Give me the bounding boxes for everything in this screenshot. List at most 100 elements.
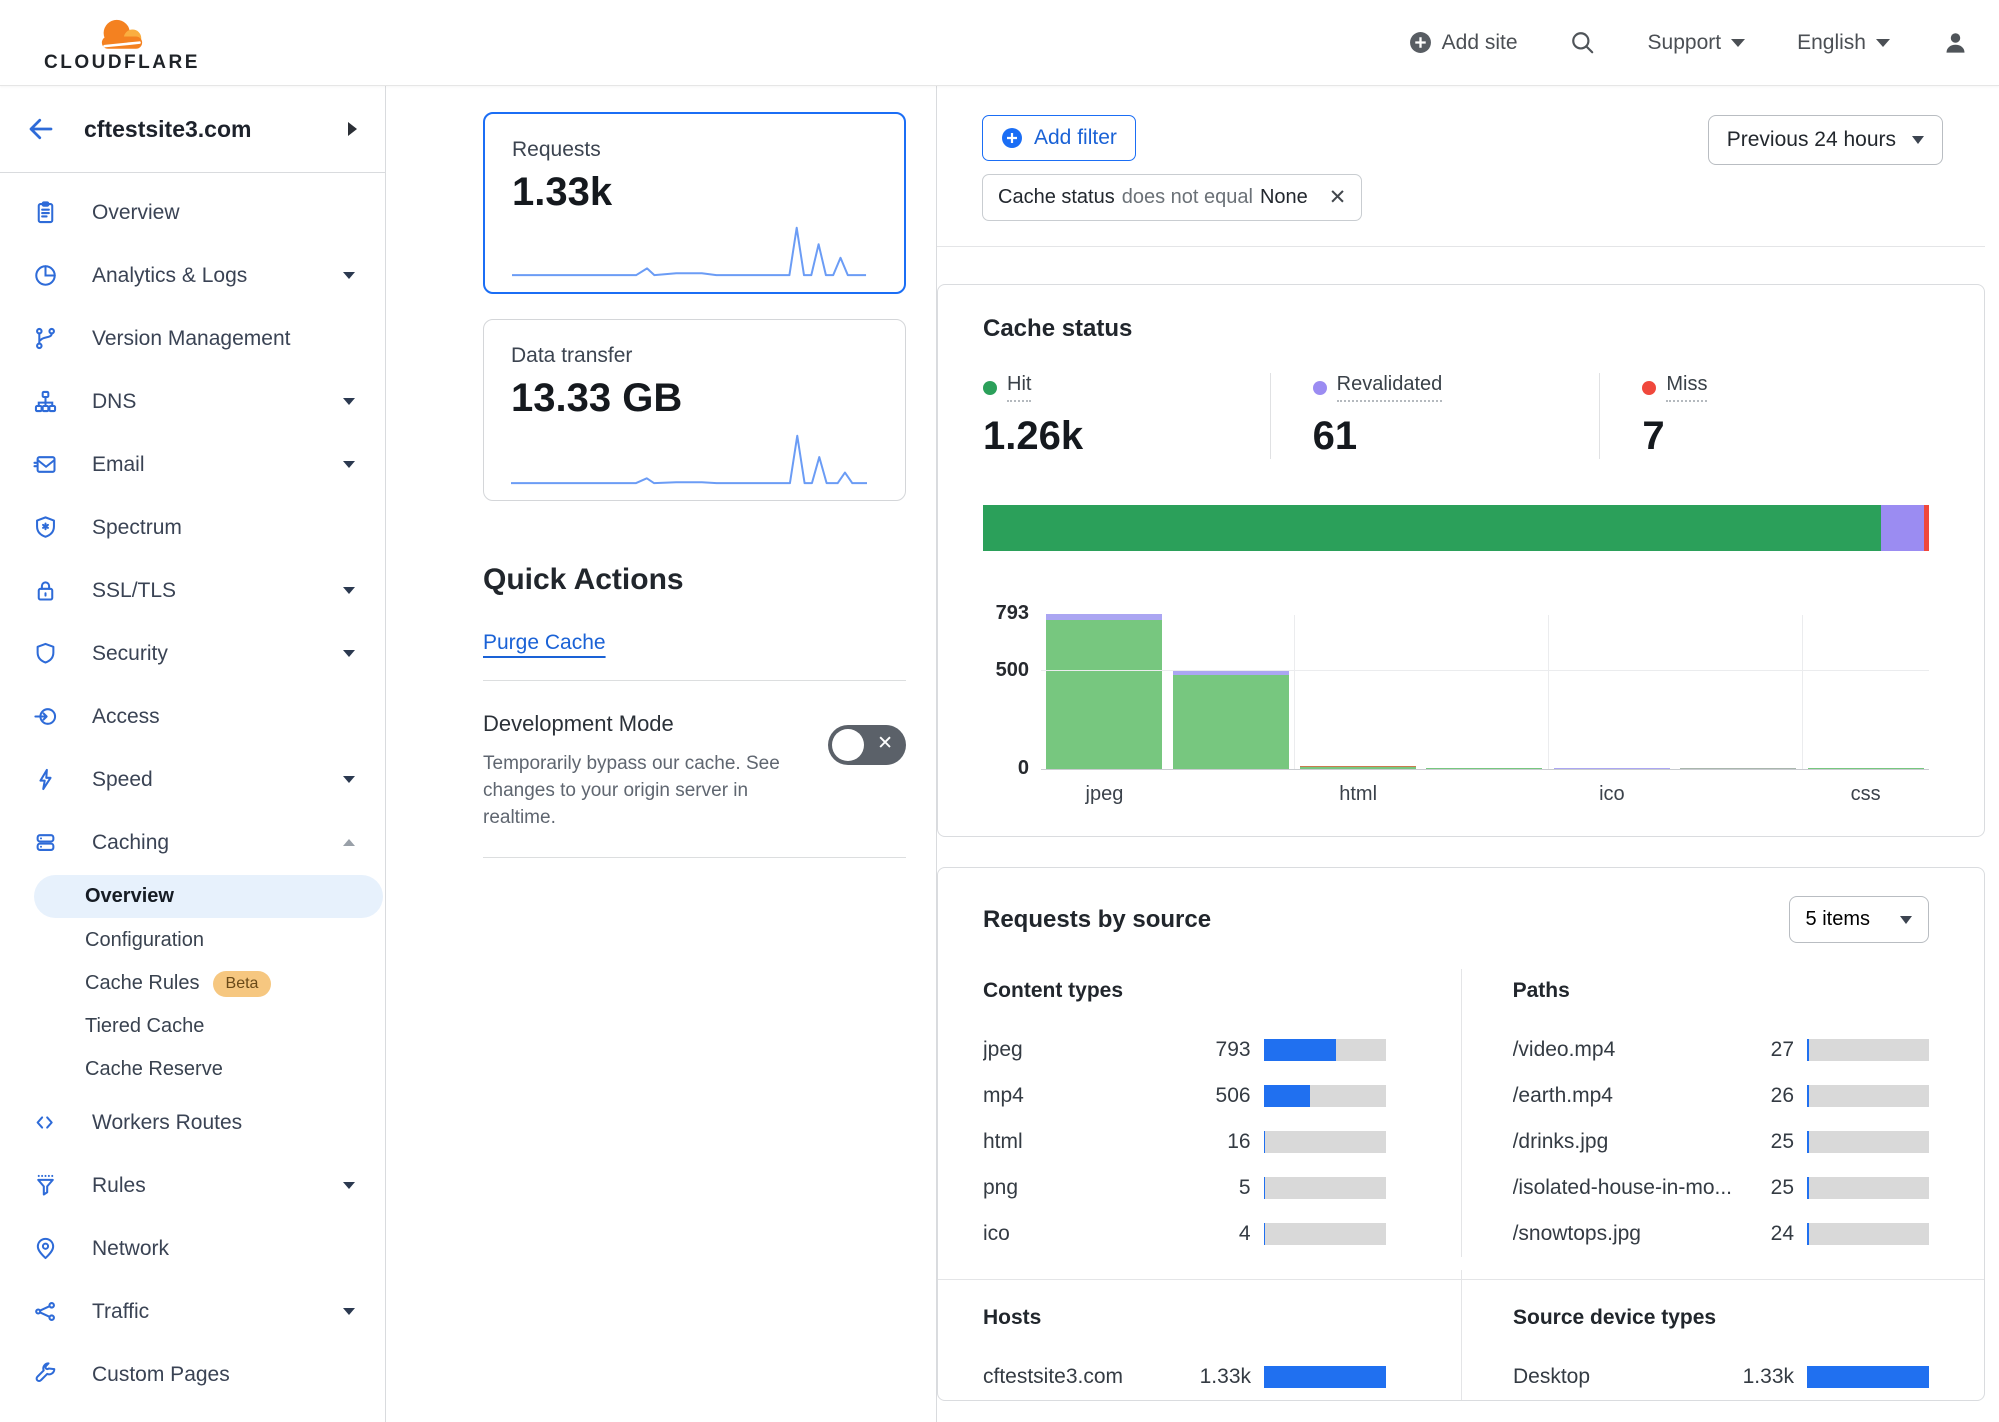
stat-hit-value: 1.26k bbox=[983, 414, 1084, 458]
sidebar-item-network[interactable]: Network bbox=[0, 1217, 385, 1280]
branch-icon bbox=[32, 325, 59, 352]
data-transfer-value: 13.33 GB bbox=[511, 376, 683, 420]
sidebar-nav: Overview Analytics & Logs Version Manage… bbox=[0, 173, 385, 1406]
hosts-table: Hosts cftestsite3.com 1.33k bbox=[938, 1306, 1461, 1400]
plus-circle-icon bbox=[1409, 32, 1431, 53]
value-meter bbox=[1263, 1131, 1386, 1153]
funnel-icon bbox=[32, 1172, 59, 1199]
table-row: ico 4 bbox=[983, 1211, 1386, 1257]
language-menu[interactable]: English bbox=[1797, 31, 1890, 55]
sidebar-subitem-caching-overview[interactable]: Overview bbox=[34, 875, 383, 918]
stat-revalidated-label[interactable]: Revalidated bbox=[1312, 373, 1443, 402]
value-meter bbox=[1807, 1131, 1929, 1153]
sidebar-item-analytics-logs[interactable]: Analytics & Logs bbox=[0, 244, 385, 307]
items-count-dropdown[interactable]: 5 items bbox=[1788, 896, 1929, 943]
chevron-down-icon bbox=[1876, 38, 1890, 47]
stat-miss: Miss 7 bbox=[1599, 373, 1929, 459]
sidebar-item-traffic[interactable]: Traffic bbox=[0, 1280, 385, 1343]
sidebar-item-version-management[interactable]: Version Management bbox=[0, 307, 385, 370]
caching-submenu: Overview Configuration Cache Rules Beta … bbox=[0, 875, 385, 1091]
value-meter bbox=[1264, 1366, 1386, 1388]
table-row: /drinks.jpg 25 bbox=[1513, 1119, 1929, 1165]
sidebar-item-ssl-tls[interactable]: SSL/TLS bbox=[0, 559, 385, 622]
sidebar-item-custom-pages[interactable]: Custom Pages bbox=[0, 1343, 385, 1406]
bar-chart-x-labels: jpeg html ico css bbox=[1085, 783, 1881, 805]
beta-badge: Beta bbox=[212, 970, 272, 997]
value-meter bbox=[1807, 1366, 1929, 1388]
table-row: /video.mp4 27 bbox=[1513, 1027, 1929, 1073]
data-transfer-sparkline bbox=[511, 430, 878, 488]
site-header: cftestsite3.com bbox=[0, 86, 385, 173]
table-row: mp4 506 bbox=[983, 1073, 1386, 1119]
data-transfer-label: Data transfer bbox=[511, 344, 633, 367]
back-arrow-icon[interactable] bbox=[26, 114, 56, 144]
sidebar-item-email[interactable]: Email bbox=[0, 433, 385, 496]
content-types-table: Content types jpeg 793 mp4 506 html 16 bbox=[938, 979, 1461, 1257]
value-meter bbox=[1263, 1177, 1386, 1199]
shield-star-icon bbox=[32, 514, 59, 541]
table-row: cftestsite3.com 1.33k bbox=[983, 1354, 1386, 1400]
analytics-main: Add filter Cache status does not equal N… bbox=[937, 86, 1999, 1422]
device-types-table: Source device types Desktop 1.33k bbox=[1461, 1306, 1984, 1400]
stat-miss-value: 7 bbox=[1642, 414, 1665, 458]
code-brackets-icon bbox=[32, 1109, 59, 1136]
account-menu[interactable] bbox=[1942, 29, 1969, 56]
sidebar-item-spectrum[interactable]: Spectrum bbox=[0, 496, 385, 559]
requests-by-source-card: Requests by source 5 items Content types… bbox=[937, 867, 1985, 1401]
support-menu[interactable]: Support bbox=[1648, 31, 1746, 55]
development-mode-toggle[interactable]: ✕ bbox=[828, 725, 906, 765]
site-name: cftestsite3.com bbox=[84, 115, 252, 142]
shield-icon bbox=[32, 640, 59, 667]
sidebar-item-access[interactable]: Access bbox=[0, 685, 385, 748]
revalidated-dot-icon bbox=[1312, 380, 1327, 395]
sidebar-item-caching[interactable]: Caching bbox=[0, 811, 385, 874]
sidebar-subitem-cache-reserve[interactable]: Cache Reserve bbox=[85, 1058, 223, 1080]
chevron-down-icon bbox=[1912, 136, 1924, 144]
sidebar-item-rules[interactable]: Rules bbox=[0, 1154, 385, 1217]
search-button[interactable] bbox=[1570, 30, 1596, 56]
filter-chip-cache-status[interactable]: Cache status does not equal None ✕ bbox=[982, 174, 1363, 221]
value-meter bbox=[1807, 1223, 1929, 1245]
stat-hit: Hit 1.26k bbox=[983, 373, 1270, 459]
sidebar-subitem-configuration[interactable]: Configuration bbox=[85, 929, 204, 951]
sidebar-item-security[interactable]: Security bbox=[0, 622, 385, 685]
bar-chart-plot: 0 500 793 bbox=[996, 602, 1929, 779]
sidebar-item-speed[interactable]: Speed bbox=[0, 748, 385, 811]
sidebar-subitem-cache-rules[interactable]: Cache Rules Beta bbox=[0, 962, 385, 1005]
sidebar-item-workers-routes[interactable]: Workers Routes bbox=[0, 1091, 385, 1154]
miss-dot-icon bbox=[1642, 380, 1657, 395]
login-arrow-icon bbox=[32, 703, 59, 730]
sidebar-subitem-tiered-cache[interactable]: Tiered Cache bbox=[85, 1015, 205, 1037]
table-row: /earth.mp4 26 bbox=[1513, 1073, 1929, 1119]
chevron-up-icon bbox=[343, 839, 355, 846]
development-mode-description: Temporarily bypass our cache. See change… bbox=[483, 753, 780, 828]
stat-miss-label[interactable]: Miss bbox=[1642, 373, 1708, 402]
cloudflare-logo[interactable]: CLOUDFLARE bbox=[44, 12, 200, 74]
stat-hit-label[interactable]: Hit bbox=[983, 373, 1032, 402]
requests-metric-card[interactable]: Requests 1.33k bbox=[483, 112, 906, 294]
value-meter bbox=[1807, 1039, 1929, 1061]
purge-cache-link[interactable]: Purge Cache bbox=[483, 631, 606, 654]
add-site-button[interactable]: Add site bbox=[1409, 31, 1518, 55]
share-nodes-icon bbox=[32, 1298, 59, 1325]
hierarchy-icon bbox=[32, 388, 59, 415]
cache-status-stacked-bar bbox=[983, 505, 1929, 551]
chevron-down-icon bbox=[343, 776, 355, 783]
remove-filter-x-icon[interactable]: ✕ bbox=[1328, 186, 1347, 209]
sidebar-item-dns[interactable]: DNS bbox=[0, 370, 385, 433]
site-selector-chevron-icon[interactable] bbox=[348, 122, 357, 136]
pie-chart-icon bbox=[32, 262, 59, 289]
search-icon bbox=[1571, 31, 1593, 53]
add-filter-button[interactable]: Add filter bbox=[982, 115, 1136, 161]
brand-wordmark: CLOUDFLARE bbox=[44, 51, 200, 73]
requests-value: 1.33k bbox=[512, 170, 613, 214]
time-range-dropdown[interactable]: Previous 24 hours bbox=[1707, 115, 1943, 165]
data-transfer-metric-card[interactable]: Data transfer 13.33 GB bbox=[483, 319, 906, 501]
chevron-down-icon bbox=[343, 587, 355, 594]
value-meter bbox=[1263, 1223, 1386, 1245]
hit-bar-segment bbox=[983, 505, 1881, 551]
toggle-knob-icon bbox=[832, 729, 864, 761]
server-stack-icon bbox=[32, 829, 59, 856]
lock-icon bbox=[32, 577, 59, 604]
sidebar-item-overview[interactable]: Overview bbox=[0, 181, 385, 244]
